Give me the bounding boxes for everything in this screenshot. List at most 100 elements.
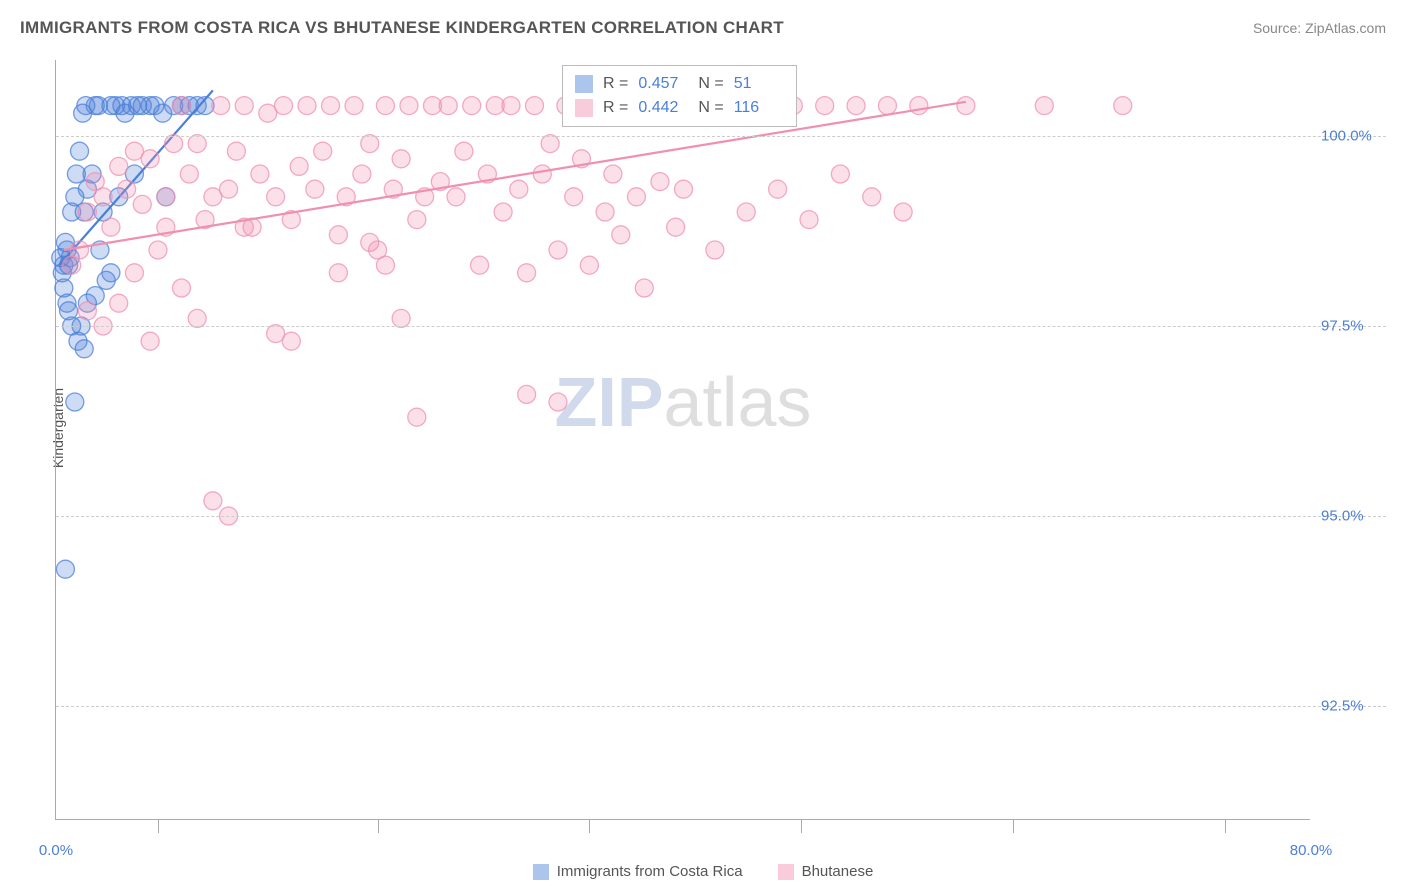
data-point xyxy=(800,211,818,229)
r-value-series2: 0.442 xyxy=(638,96,688,120)
data-point xyxy=(447,188,465,206)
data-point xyxy=(75,340,93,358)
data-point xyxy=(110,294,128,312)
source-attribution: Source: ZipAtlas.com xyxy=(1253,20,1386,36)
data-point xyxy=(769,180,787,198)
data-point xyxy=(408,211,426,229)
legend-item-series2: Bhutanese xyxy=(778,863,874,880)
data-point xyxy=(651,173,669,191)
data-point xyxy=(314,142,332,160)
x-tick-label: 80.0% xyxy=(1290,842,1333,859)
data-point xyxy=(78,203,96,221)
y-tick-label: 97.5% xyxy=(1321,318,1364,335)
data-point xyxy=(298,97,316,115)
data-point xyxy=(596,203,614,221)
data-point xyxy=(910,97,928,115)
data-point xyxy=(251,165,269,183)
data-point xyxy=(494,203,512,221)
data-point xyxy=(306,180,324,198)
data-point xyxy=(235,97,253,115)
data-point xyxy=(173,279,191,297)
gridline xyxy=(56,706,1386,707)
r-value-series1: 0.457 xyxy=(638,72,688,96)
data-point xyxy=(392,309,410,327)
x-tick xyxy=(1013,819,1014,833)
data-point xyxy=(361,135,379,153)
data-point xyxy=(533,165,551,183)
data-point xyxy=(180,165,198,183)
gridline xyxy=(56,516,1386,517)
data-point xyxy=(141,150,159,168)
data-point xyxy=(627,188,645,206)
data-point xyxy=(66,393,84,411)
data-point xyxy=(635,279,653,297)
data-point xyxy=(667,218,685,236)
data-point xyxy=(322,97,340,115)
data-point xyxy=(455,142,473,160)
y-tick-label: 95.0% xyxy=(1321,508,1364,525)
r-label: R = xyxy=(603,96,628,120)
plot-area: ZIPatlas 92.5%95.0%97.5%100.0%0.0%80.0% xyxy=(55,60,1310,820)
data-point xyxy=(580,256,598,274)
data-point xyxy=(549,241,567,259)
stats-swatch-series1 xyxy=(575,75,593,93)
legend-label-series1: Immigrants from Costa Rica xyxy=(557,863,743,880)
data-point xyxy=(400,97,418,115)
legend-label-series2: Bhutanese xyxy=(802,863,874,880)
stats-row-series2: R = 0.442 N = 116 xyxy=(575,96,784,120)
data-point xyxy=(878,97,896,115)
data-point xyxy=(149,241,167,259)
correlation-stats-box: R = 0.457 N = 51 R = 0.442 N = 116 xyxy=(562,65,797,127)
y-tick-label: 100.0% xyxy=(1321,128,1372,145)
data-point xyxy=(58,294,76,312)
gridline xyxy=(56,136,1386,137)
data-point xyxy=(102,218,120,236)
data-point xyxy=(502,97,520,115)
data-point xyxy=(439,97,457,115)
x-tick-label: 0.0% xyxy=(39,842,73,859)
legend-swatch-series2 xyxy=(778,864,794,880)
data-point xyxy=(78,302,96,320)
data-point xyxy=(863,188,881,206)
data-point xyxy=(376,256,394,274)
data-point xyxy=(267,188,285,206)
data-point xyxy=(471,256,489,274)
data-point xyxy=(1035,97,1053,115)
data-point xyxy=(212,97,230,115)
data-point xyxy=(329,264,347,282)
y-tick-label: 92.5% xyxy=(1321,698,1364,715)
data-point xyxy=(188,309,206,327)
data-point xyxy=(737,203,755,221)
data-point xyxy=(353,165,371,183)
data-point xyxy=(71,142,89,160)
data-point xyxy=(329,226,347,244)
n-value-series1: 51 xyxy=(734,72,784,96)
data-point xyxy=(110,157,128,175)
data-point xyxy=(165,135,183,153)
x-tick xyxy=(158,819,159,833)
data-point xyxy=(675,180,693,198)
data-point xyxy=(227,142,245,160)
data-point xyxy=(188,135,206,153)
data-point xyxy=(56,560,74,578)
x-tick xyxy=(589,819,590,833)
data-point xyxy=(141,332,159,350)
data-point xyxy=(612,226,630,244)
gridline xyxy=(56,326,1386,327)
data-point xyxy=(118,180,136,198)
data-point xyxy=(518,385,536,403)
legend-item-series1: Immigrants from Costa Rica xyxy=(533,863,743,880)
data-point xyxy=(133,195,151,213)
legend: Immigrants from Costa Rica Bhutanese xyxy=(0,863,1406,880)
data-point xyxy=(816,97,834,115)
data-point xyxy=(274,97,292,115)
legend-swatch-series1 xyxy=(533,864,549,880)
data-point xyxy=(831,165,849,183)
data-point xyxy=(345,97,363,115)
n-label: N = xyxy=(698,72,723,96)
trend-line xyxy=(64,102,966,250)
data-point xyxy=(282,332,300,350)
data-point xyxy=(604,165,622,183)
data-point xyxy=(525,97,543,115)
stats-row-series1: R = 0.457 N = 51 xyxy=(575,72,784,96)
